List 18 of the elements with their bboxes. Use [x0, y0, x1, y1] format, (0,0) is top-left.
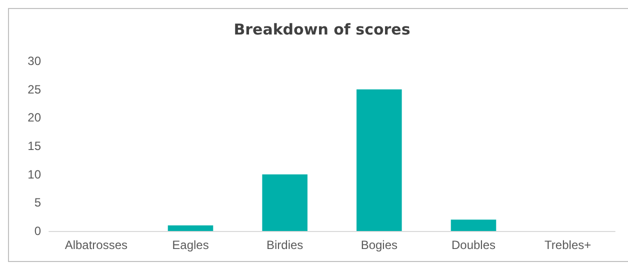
x-tick-label: Bogies	[360, 238, 398, 252]
chart-title: Breakdown of scores	[234, 20, 410, 38]
bar	[356, 89, 402, 231]
bar	[450, 220, 496, 231]
x-tick-label: Albatrosses	[64, 238, 128, 252]
bar	[262, 174, 308, 231]
bar	[168, 225, 214, 231]
y-tick-label: 10	[28, 167, 42, 182]
y-tick-label: 30	[28, 54, 42, 68]
y-tick-label: 5	[34, 196, 42, 210]
x-tick-label: Eagles	[172, 238, 209, 252]
x-tick-label: Trebles+	[544, 238, 592, 252]
y-tick-label: 25	[28, 82, 42, 96]
x-tick-label: Doubles	[451, 238, 496, 252]
y-tick-label: 20	[28, 110, 42, 125]
x-tick-label: Birdies	[266, 238, 304, 252]
y-tick-label: 15	[28, 139, 42, 153]
y-tick-label: 0	[34, 224, 42, 238]
